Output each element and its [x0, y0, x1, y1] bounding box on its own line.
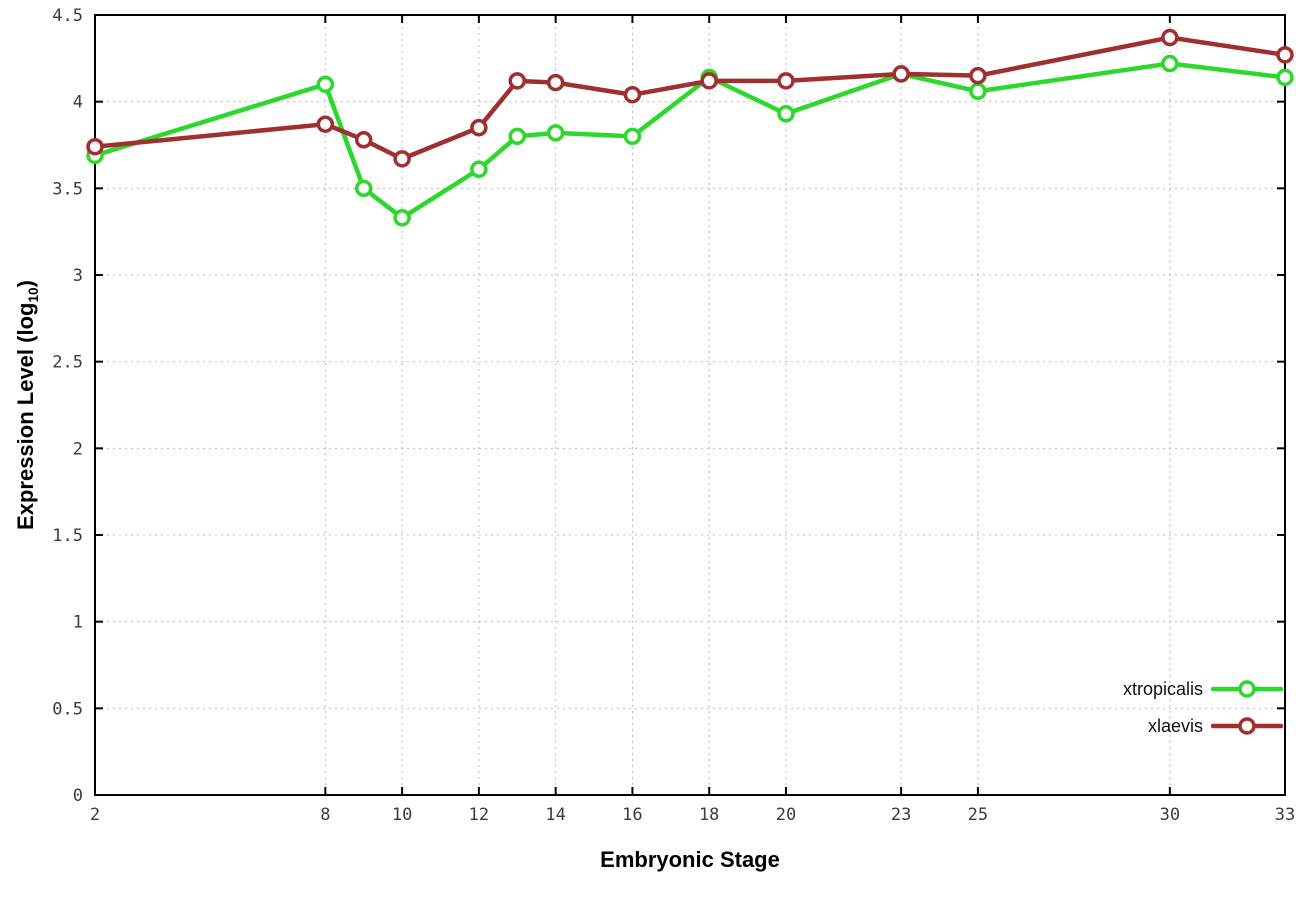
x-tick-labels: 2 8 10 12 14 16 18 20 23 25 30 33	[90, 805, 1295, 825]
y-axis-title: Expression Level (log10)	[13, 280, 41, 530]
data-point-xlaevis	[892, 65, 910, 83]
grid-lines	[94, 14, 1286, 796]
x-tick-label: 20	[776, 805, 796, 825]
x-tick-label: 23	[891, 805, 911, 825]
legend-item-xtropicalis: xtropicalis	[1123, 679, 1284, 699]
data-point-xtropicalis	[969, 82, 987, 101]
y-axis-title-subscript: 10	[26, 287, 42, 303]
data-point-xlaevis	[700, 72, 718, 90]
data-point-xlaevis	[546, 73, 565, 92]
data-point-xtropicalis	[546, 124, 565, 142]
x-tick-label: 2	[90, 805, 100, 825]
x-tick-label: 12	[469, 805, 489, 825]
data-point-xtropicalis	[316, 75, 335, 94]
data-point-xlaevis	[777, 72, 795, 90]
data-point-xlaevis	[1276, 46, 1294, 64]
data-point-xtropicalis	[1161, 54, 1179, 73]
y-tick-labels: 0 0.5 1 1.5 2 2.5 3 3.5 4 4.5	[52, 6, 83, 806]
legend-label: xtropicalis	[1123, 679, 1203, 699]
data-point-xlaevis	[354, 131, 373, 149]
series-xlaevis	[86, 28, 1294, 168]
series-xtropicalis	[86, 54, 1294, 227]
data-point-xlaevis	[969, 66, 987, 85]
x-tick-label: 25	[968, 805, 988, 825]
y-tick-label: 2	[73, 439, 83, 459]
y-tick-label: 2.5	[52, 353, 83, 373]
data-point-xlaevis	[470, 118, 488, 137]
x-tick-label: 18	[699, 805, 719, 825]
data-point-xtropicalis	[623, 127, 642, 146]
y-tick-label: 1	[73, 613, 83, 633]
x-tick-label: 14	[545, 805, 565, 825]
data-point-xtropicalis	[777, 105, 795, 123]
series-line-xtropicalis	[92, 61, 1288, 221]
y-tick-label: 4	[73, 93, 83, 113]
legend-marker	[1238, 680, 1256, 698]
data-point-xlaevis	[393, 150, 411, 168]
data-point-xlaevis	[316, 115, 335, 133]
y-axis-title-text: Expression Level (log	[12, 302, 38, 530]
y-tick-label: 4.5	[52, 6, 83, 26]
data-point-xtropicalis	[470, 160, 488, 179]
y-tick-label: 3	[73, 266, 83, 286]
legend: xtropicalis xlaevis	[1123, 679, 1284, 736]
data-point-xtropicalis	[508, 127, 527, 146]
x-tick-label: 30	[1160, 805, 1180, 825]
legend-marker	[1238, 717, 1256, 735]
legend-item-xlaevis: xlaevis	[1148, 716, 1284, 736]
x-tick-label: 33	[1275, 805, 1295, 825]
data-point-xlaevis	[86, 137, 104, 156]
x-tick-label: 10	[392, 805, 412, 825]
data-point-xtropicalis	[393, 209, 411, 227]
y-tick-label: 1.5	[52, 526, 83, 546]
x-axis-title: Embryonic Stage	[600, 847, 780, 872]
y-tick-label: 0	[73, 786, 83, 806]
data-point-xlaevis	[1161, 28, 1179, 47]
legend-label: xlaevis	[1148, 716, 1203, 736]
x-tick-label: 8	[320, 805, 330, 825]
data-point-xtropicalis	[354, 179, 373, 198]
y-tick-label: 3.5	[52, 179, 83, 199]
data-point-xlaevis	[508, 72, 527, 90]
plot-border	[94, 14, 1286, 796]
y-axis-title-close: )	[12, 280, 38, 288]
x-tick-label: 16	[622, 805, 642, 825]
axis-ticks	[94, 14, 1286, 796]
y-tick-label: 0.5	[52, 699, 83, 719]
data-point-xtropicalis	[1276, 68, 1294, 87]
data-point-xlaevis	[623, 85, 642, 104]
